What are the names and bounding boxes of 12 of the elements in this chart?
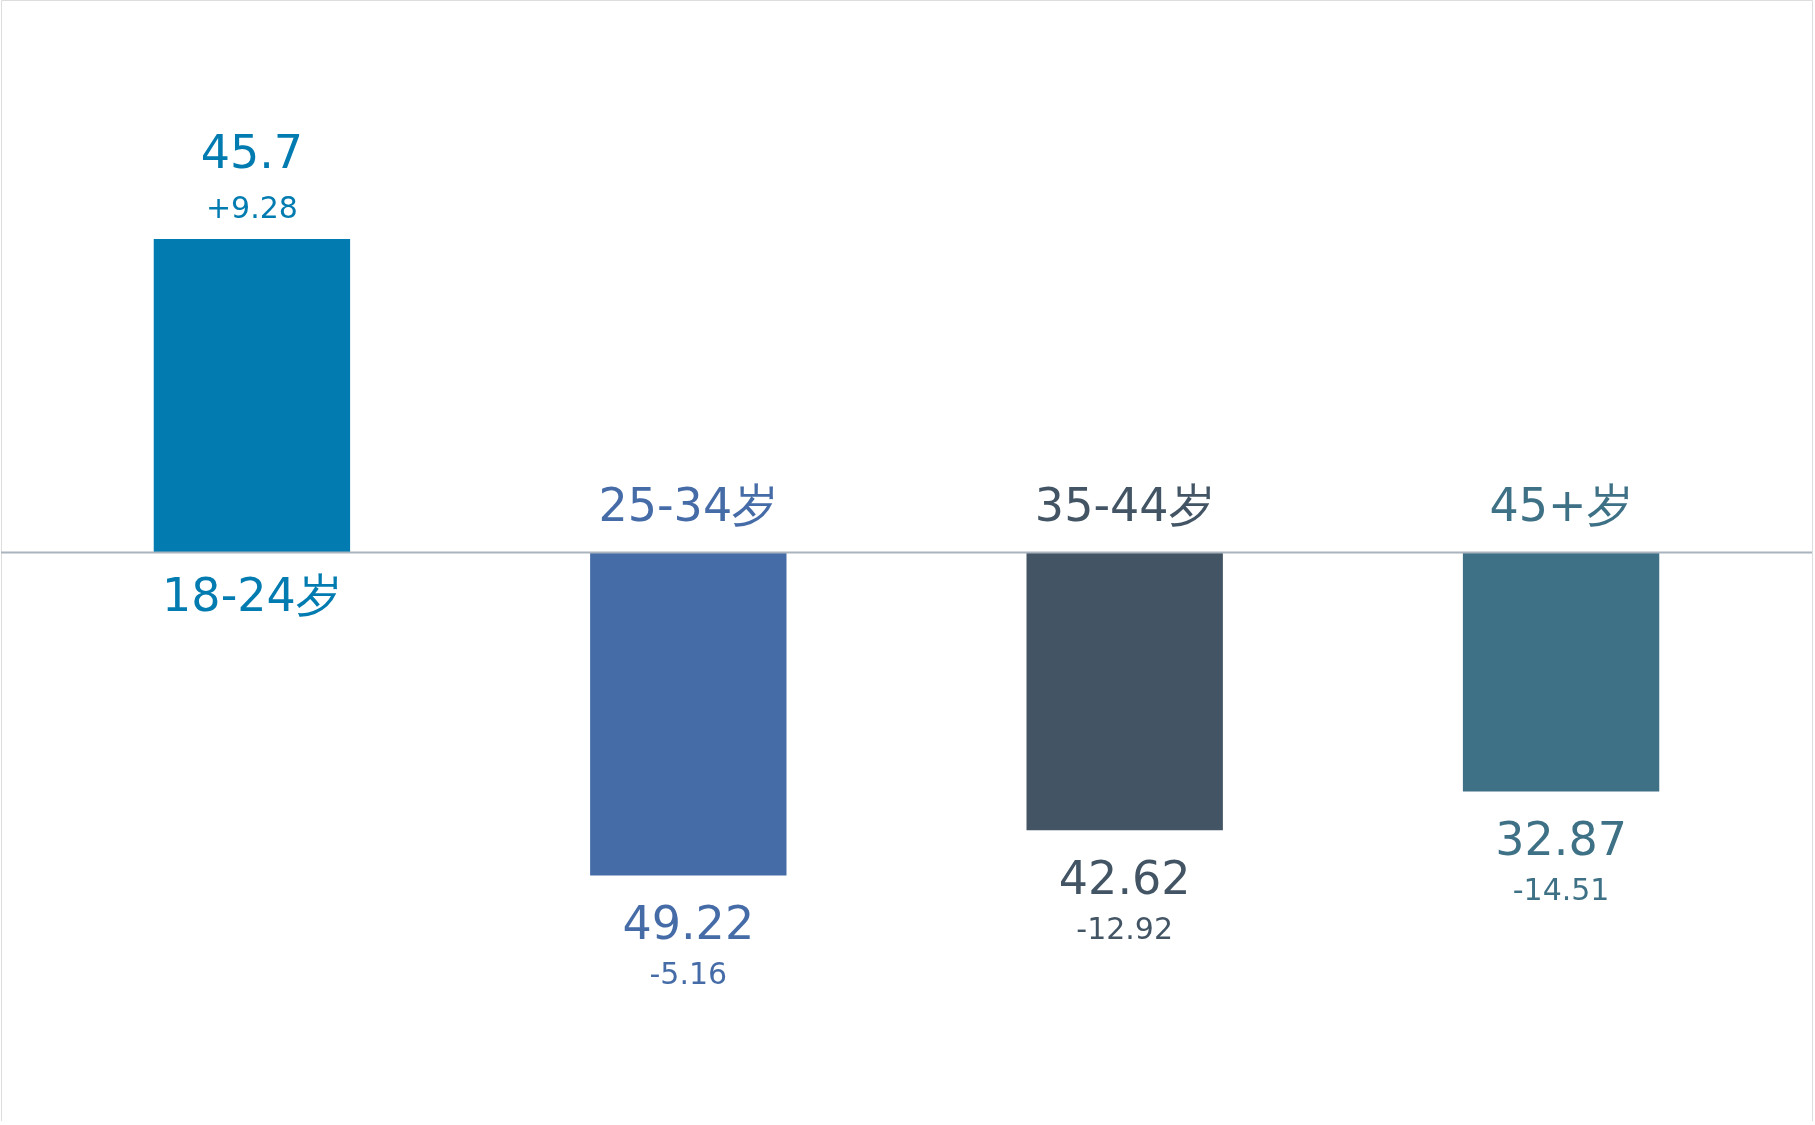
- annotation: -5.16: [649, 956, 728, 992]
- annotation: 32.87: [1495, 812, 1627, 867]
- annotation: 42.62: [1058, 851, 1191, 906]
- annotation: -12.92: [1076, 911, 1174, 947]
- annotation: 45.7: [200, 125, 304, 180]
- x-tick-label: 25-34岁: [598, 478, 779, 533]
- x-tick-label: 45+岁: [1489, 478, 1633, 533]
- annotation: +9.28: [205, 190, 298, 226]
- annotation: 49.22: [622, 896, 755, 951]
- x-tick-label: 35-44岁: [1034, 478, 1215, 533]
- annotation: -14.51: [1512, 872, 1610, 908]
- x-tick-label: 18-24岁: [162, 568, 342, 623]
